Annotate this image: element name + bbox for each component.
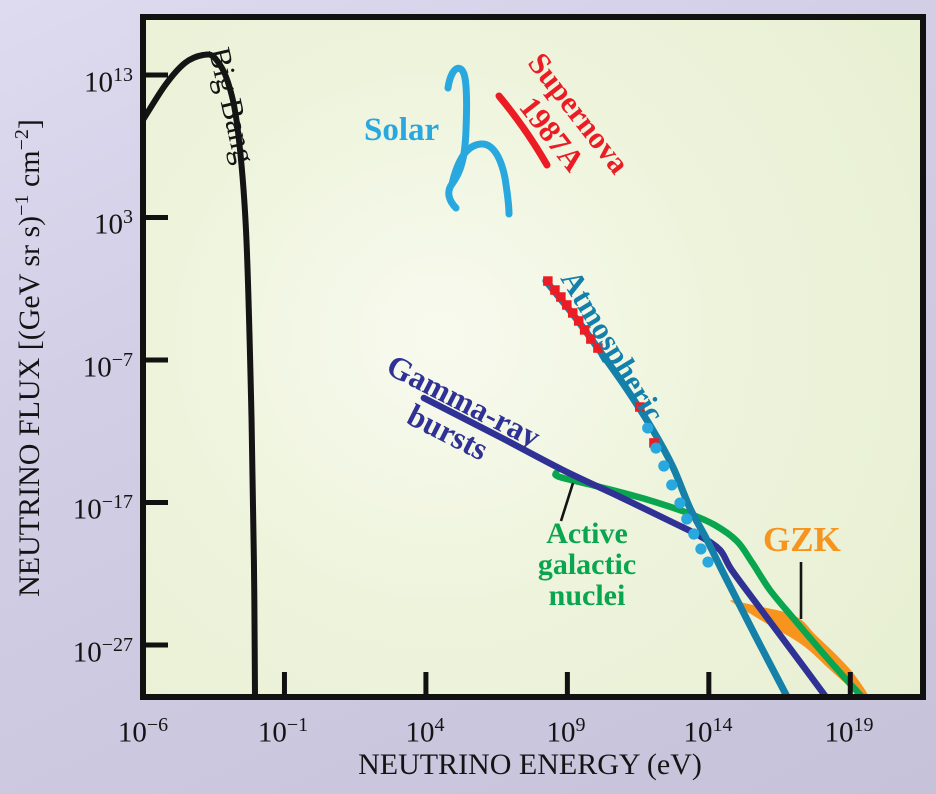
atmospheric-square-marker [550, 285, 560, 295]
curve-label-active-galactic-nuclei: Active galactic nuclei [517, 518, 657, 611]
x-tick-label-1e-1: 10−1 [257, 714, 309, 749]
solar-spectrum-glyph [448, 140, 513, 218]
atmospheric-circle-marker [688, 528, 700, 540]
atmospheric-circle-marker [658, 460, 670, 472]
atmospheric-square-marker [543, 276, 553, 286]
atmospheric-square-marker [573, 316, 584, 326]
agn-label-line3: nuclei [548, 579, 626, 612]
agn-label-line2: galactic [537, 548, 637, 581]
atmospheric-square-marker [579, 325, 590, 335]
y-tick-label-1e13: 1013 [84, 64, 133, 99]
y-tick-label-1e3: 103 [94, 206, 133, 241]
atmospheric-curve [542, 277, 792, 697]
atmospheric-square-marker [567, 308, 578, 318]
atmospheric-circle-marker [702, 556, 714, 568]
chart-series-group [143, 51, 868, 697]
y-tick-label-1e-27: 10−27 [72, 634, 133, 669]
curve-label-gzk: GZK [763, 520, 841, 559]
x-tick-label-1e14: 1014 [683, 714, 733, 749]
x-tick-label-1e-6: 10−6 [117, 714, 169, 749]
atmospheric-circle-marker [666, 479, 678, 491]
atmospheric-square-marker [586, 334, 596, 344]
atmospheric-square-marker [593, 343, 603, 353]
plot-area-background [143, 17, 923, 697]
y-axis-title: NEUTRINO FLUX [(GeV sr s)−1 cm−2] [11, 119, 46, 597]
atmospheric-square-marker [562, 300, 572, 310]
atmospheric-circle-marker [695, 543, 707, 555]
atmospheric-square-marker [635, 402, 645, 412]
plot-frame [140, 14, 926, 700]
x-tick-label-1e9: 109 [546, 714, 586, 749]
x-tick-label-1e19: 1019 [824, 714, 874, 749]
big-bang-curve [143, 51, 258, 697]
solar-spectrum-glyph [444, 64, 471, 212]
atmospheric-circle-marker [642, 422, 654, 434]
supernova-1987a-stroke [495, 92, 551, 169]
gzk-band [730, 600, 868, 695]
y-tick-label-1e-17: 10−17 [72, 491, 133, 526]
atmospheric-circle-marker [650, 442, 662, 454]
y-tick-label-1e-7: 10−7 [82, 349, 133, 384]
atmospheric-circle-marker [681, 513, 693, 525]
x-tick-label-1e4: 104 [405, 714, 445, 749]
atmospheric-square-marker [556, 292, 566, 302]
x-axis-title: NEUTRINO ENERGY (eV) [358, 748, 702, 781]
agn-label-line1: Active [546, 517, 628, 550]
agn-pointer [559, 482, 575, 522]
curve-label-solar: Solar [364, 112, 440, 148]
atmospheric-circle-marker [674, 497, 686, 509]
